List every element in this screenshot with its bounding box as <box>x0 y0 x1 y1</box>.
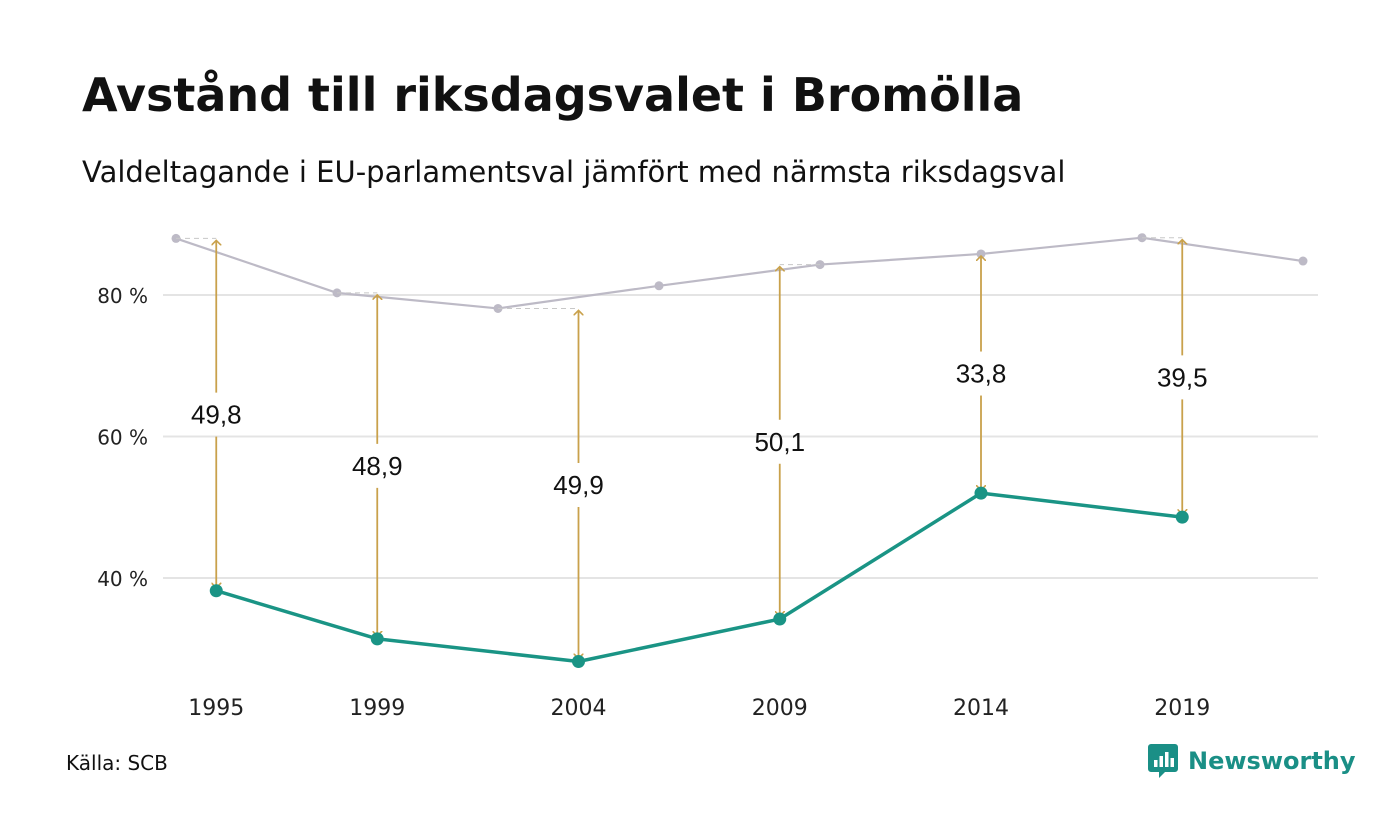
chart-subtitle: Valdeltagande i EU-parlamentsval jämfört… <box>82 155 1066 189</box>
source-note: Källa: SCB <box>66 751 168 775</box>
eu-point <box>773 612 787 626</box>
x-axis: 1995 1999 2004 2009 2014 2019 <box>188 696 1210 721</box>
x-tick-label: 2004 <box>551 696 607 721</box>
eu-series <box>209 486 1189 668</box>
x-tick-label: 1999 <box>349 696 405 721</box>
eu-line <box>215 491 1183 664</box>
riksdag-point <box>654 281 664 291</box>
riksdag-series <box>171 233 1308 313</box>
riksdag-point <box>1298 256 1308 266</box>
brand-name: Newsworthy <box>1188 747 1356 775</box>
x-tick-label: 1995 <box>188 696 244 721</box>
brand: Newsworthy <box>1148 744 1356 778</box>
reference-connectors <box>176 237 1183 309</box>
riksdag-line <box>175 236 1304 310</box>
x-tick-label: 2019 <box>1154 696 1210 721</box>
x-tick-label: 2009 <box>752 696 808 721</box>
difference-label: 49,9 <box>553 470 604 500</box>
eu-point <box>209 584 223 598</box>
difference-label: 39,5 <box>1157 362 1208 392</box>
difference-label: 49,8 <box>191 400 242 430</box>
y-tick-label: 40 % <box>97 567 148 591</box>
y-tick-label: 80 % <box>97 284 148 308</box>
x-tick-label: 2014 <box>953 696 1009 721</box>
y-axis: 40 % 60 % 80 % <box>97 284 148 591</box>
eu-point <box>1175 510 1189 524</box>
difference-label: 50,1 <box>754 427 805 457</box>
eu-point <box>974 486 988 500</box>
difference-label: 33,8 <box>956 359 1007 389</box>
y-tick-label: 60 % <box>97 426 148 450</box>
chart-title: Avstånd till riksdagsvalet i Bromölla <box>82 68 1024 122</box>
difference-arrows <box>216 240 1182 659</box>
difference-labels: 49,8 48,9 49,9 50,1 33,8 39,5 <box>191 359 1208 500</box>
gridlines <box>163 294 1318 579</box>
newsworthy-logo-icon <box>1148 744 1178 778</box>
eu-point <box>572 654 585 668</box>
eu-point <box>370 632 384 646</box>
difference-label: 48,9 <box>352 451 403 481</box>
